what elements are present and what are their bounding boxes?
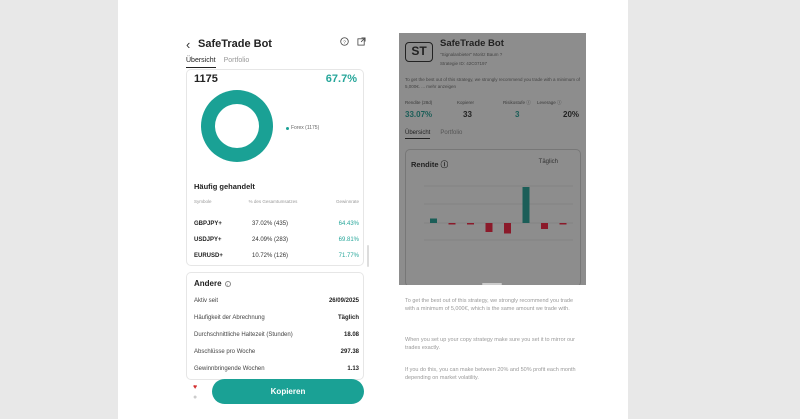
returns-bar-chart (424, 185, 573, 241)
strategy-detail-panel: ‹ SafeTrade Bot ? Übersicht Portfolio 11… (186, 0, 369, 419)
copy-button[interactable]: Kopieren (212, 379, 364, 404)
stat-label: Rendite (28d) (405, 100, 433, 105)
item-value: 1.13 (347, 366, 359, 372)
svg-text:?: ? (343, 39, 346, 45)
chart-bar (448, 223, 456, 225)
preview-tabs: Übersicht Portfolio (405, 130, 462, 139)
item-value: 297.38 (340, 349, 359, 355)
item-key: Durchschnittliche Haltezeit (Stunden) (194, 332, 293, 338)
tab-bar: Übersicht Portfolio (186, 57, 249, 68)
win-percent: 67.7% (325, 73, 357, 85)
legend-label: Forex (1175) (291, 125, 320, 131)
list-item: Häufigkeit der Abrechnung Täglich (194, 315, 359, 321)
row-volume: 10.72% (126) (252, 253, 289, 259)
chart-bar (559, 223, 567, 225)
item-key: Aktiv seit (194, 298, 219, 304)
legend-dot-icon (286, 126, 289, 130)
stat-value: 33.07% (405, 110, 433, 119)
chart-bar (541, 223, 548, 229)
row-volume: 37.02% (435) (252, 221, 289, 227)
overview-card: 1175 67.7% Forex (1175) Häufig gehandelt… (186, 69, 364, 266)
returns-title: Rendite ⓘ (411, 160, 449, 169)
item-value: Täglich (337, 315, 359, 321)
row-volume: 24.09% (283) (252, 237, 289, 243)
chart-bar (522, 187, 530, 223)
item-value: 26/09/2025 (328, 298, 359, 304)
stat-value: 20% (563, 110, 580, 119)
stat-value: 3 (515, 110, 520, 119)
chart-bar (504, 223, 511, 234)
sheet-grip-handle[interactable] (482, 283, 502, 285)
donut-legend: Forex (1175) (286, 125, 319, 131)
help-icon[interactable]: ? (340, 37, 349, 46)
stat-label: Leverage ⓘ (537, 100, 562, 105)
tab-portfolio[interactable]: Portfolio (223, 57, 250, 64)
row-symbol: USDJPY+ (194, 237, 222, 243)
stat-label: Kopierer (457, 100, 475, 105)
dimmed-strategy-preview: ST SafeTrade Bot "Signalanbieter" Moritz… (399, 33, 586, 287)
tab-overview[interactable]: Übersicht (186, 57, 216, 68)
header-volume: % des Gesamtumsatzes (248, 199, 298, 204)
sheet-paragraph: To get the best out of this strategy, we… (405, 298, 574, 312)
returns-card: Rendite ⓘ Täglich (405, 149, 581, 287)
list-item: Aktiv seit 26/09/2025 (194, 298, 359, 304)
preview-title: SafeTrade Bot (440, 38, 504, 49)
strategy-logo: ST (405, 42, 433, 62)
bookmark-icon[interactable]: ● (193, 394, 198, 401)
scrollbar[interactable] (367, 245, 369, 267)
chart-bar (485, 223, 493, 232)
row-win: 64.43% (338, 221, 359, 227)
item-key: Abschlüsse pro Woche (194, 349, 256, 355)
external-link-icon[interactable] (357, 37, 366, 46)
header-win: Gewinnrate (335, 199, 359, 204)
preview-description: To get the best out of this strategy, we… (405, 77, 580, 89)
list-item: Gewinnbringende Wochen 1.13 (194, 366, 359, 372)
other-title-label: Andere (194, 279, 222, 288)
header: ‹ SafeTrade Bot ? (186, 36, 366, 52)
chart-bar (467, 223, 474, 225)
other-card: Andere i Aktiv seit 26/09/2025 Häufigkeit… (186, 272, 364, 380)
bottom-sheet: To get the best out of this strategy, we… (398, 283, 586, 419)
row-win: 71.77% (338, 253, 359, 259)
strategy-id: Strategie ID: 42C07197 (440, 61, 488, 66)
list-item: Durchschnittliche Haltezeit (Stunden) 18.… (194, 332, 359, 338)
row-symbol: EURUSD+ (194, 253, 223, 259)
back-chevron-icon[interactable]: ‹ (186, 36, 191, 52)
tab-portfolio[interactable]: Portfolio (440, 130, 463, 136)
provider-line: "Signalanbieter" Moritz Baum ? (440, 52, 503, 57)
period-select[interactable]: Täglich (538, 159, 558, 165)
item-key: Gewinnbringende Wochen (194, 366, 265, 372)
other-title: Andere i (194, 279, 231, 288)
sheet-paragraph: When you set up your copy strategy make … (405, 337, 575, 351)
donut-chart (201, 90, 273, 162)
item-value: 18.08 (343, 332, 359, 338)
list-item: Abschlüsse pro Woche 297.38 (194, 349, 359, 355)
row-symbol: GBPJPY+ (194, 221, 222, 227)
item-key: Häufigkeit der Abrechnung (194, 315, 265, 321)
page-title: SafeTrade Bot (198, 38, 272, 50)
tab-overview[interactable]: Übersicht (405, 130, 431, 139)
stat-label: Risikostufe ⓘ (503, 100, 531, 105)
sheet-paragraph: If you do this, you can make between 20%… (405, 367, 576, 381)
header-symbol: Symbole (194, 199, 212, 204)
heart-icon[interactable]: ♥ (193, 384, 198, 391)
trade-count: 1175 (194, 73, 218, 85)
row-win: 69.81% (338, 237, 359, 243)
info-icon[interactable]: i (224, 280, 231, 287)
frequent-title: Häufig gehandelt (194, 182, 255, 191)
stat-value: 33 (463, 110, 472, 119)
chart-bar (430, 218, 437, 223)
